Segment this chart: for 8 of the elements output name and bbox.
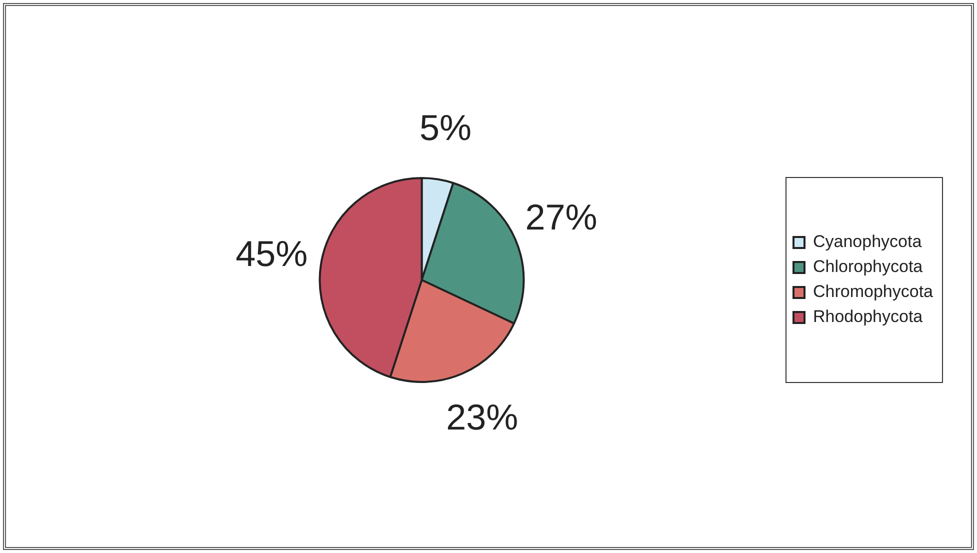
data-label: 45%: [236, 233, 308, 274]
legend-label: Rhodophycota: [812, 307, 924, 326]
legend-label: Chlorophycota: [812, 257, 924, 276]
legend-label: Cyanophycota: [812, 232, 922, 252]
data-label: 27%: [525, 196, 598, 238]
legend-label: Chromophycota: [812, 282, 934, 302]
data-label: 5%: [420, 106, 472, 148]
data-label: 23%: [446, 396, 518, 438]
